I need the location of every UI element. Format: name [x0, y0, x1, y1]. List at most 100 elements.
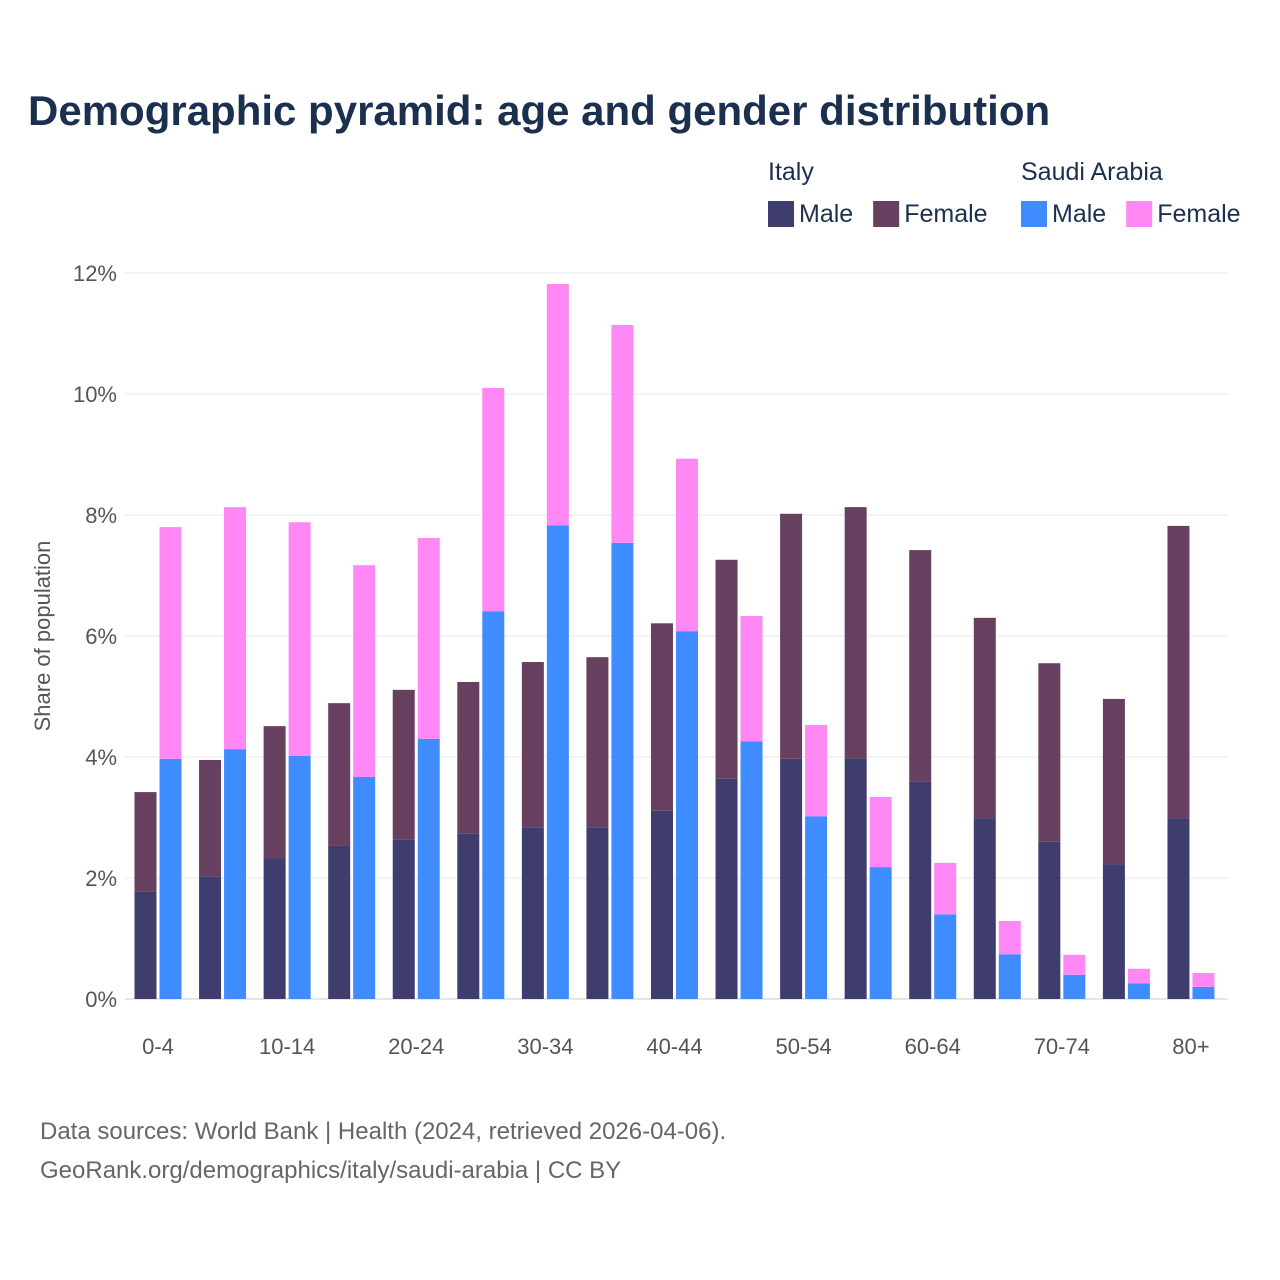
bar-italy-female-0-4 [134, 792, 157, 892]
x-tick-label: 20-24 [388, 1034, 444, 1059]
bars [134, 283, 1215, 999]
bar-italy-male-35-39 [586, 827, 609, 999]
bar-saudi-arabia-female-20-24 [417, 537, 440, 739]
bar-italy-female-65-69 [973, 617, 996, 819]
y-axis-label: Share of population [30, 541, 55, 732]
bar-italy-male-50-54 [780, 758, 803, 999]
bar-italy-male-80+ [1167, 818, 1190, 999]
bar-saudi-arabia-male-75-79 [1127, 983, 1150, 999]
bar-saudi-arabia-male-35-39 [611, 542, 634, 999]
bar-italy-male-15-19 [328, 845, 351, 999]
y-tick-label: 8% [85, 503, 117, 528]
y-tick-label: 6% [85, 624, 117, 649]
bar-saudi-arabia-female-55-59 [869, 796, 892, 868]
y-tick-label: 2% [85, 866, 117, 891]
bar-saudi-arabia-male-70-74 [1063, 974, 1086, 999]
legend-swatch [1126, 201, 1153, 227]
bar-saudi-arabia-male-0-4 [159, 758, 182, 999]
bar-italy-male-75-79 [1102, 864, 1125, 999]
bar-saudi-arabia-female-10-14 [288, 522, 311, 756]
legend-label[interactable]: Female [904, 200, 987, 228]
bar-italy-male-45-49 [715, 778, 738, 999]
x-tick-label: 60-64 [905, 1034, 961, 1059]
x-tick-label: 10-14 [259, 1034, 315, 1059]
legend-swatch [1021, 201, 1047, 227]
x-tick-label: 40-44 [646, 1034, 702, 1059]
bar-italy-male-55-59 [844, 758, 867, 999]
bar-saudi-arabia-female-40-44 [675, 458, 698, 632]
bar-italy-female-45-49 [715, 559, 738, 779]
source-link[interactable]: GeoRank.org/demographics/italy/saudi-ara… [40, 1157, 621, 1184]
bar-italy-female-80+ [1167, 525, 1190, 819]
bar-italy-male-30-34 [521, 827, 544, 999]
bar-saudi-arabia-male-45-49 [740, 741, 763, 999]
bar-saudi-arabia-male-50-54 [805, 816, 828, 999]
source-text: Data sources: World Bank | Health (2024,… [40, 1118, 726, 1145]
bar-italy-male-5-9 [199, 876, 222, 999]
x-tick-label: 70-74 [1034, 1034, 1090, 1059]
bar-saudi-arabia-female-25-29 [482, 387, 505, 612]
bar-italy-male-60-64 [909, 781, 932, 999]
bar-saudi-arabia-female-5-9 [224, 507, 247, 750]
bar-saudi-arabia-female-35-39 [611, 325, 634, 543]
bar-italy-female-60-64 [909, 550, 932, 782]
bar-saudi-arabia-female-15-19 [353, 565, 376, 777]
legend-swatch [768, 201, 794, 227]
bar-saudi-arabia-female-30-34 [546, 283, 569, 526]
bar-saudi-arabia-male-20-24 [417, 738, 440, 999]
legend-group-title: Italy [768, 158, 814, 186]
bar-saudi-arabia-female-75-79 [1127, 968, 1150, 984]
x-tick-label: 80+ [1172, 1034, 1209, 1059]
bar-italy-female-70-74 [1038, 663, 1061, 842]
bar-italy-female-35-39 [586, 657, 609, 828]
bar-italy-female-10-14 [263, 726, 286, 859]
bar-saudi-arabia-male-55-59 [869, 867, 892, 999]
legend: Italy Male Female Saudi Arabia Male Female [768, 158, 1241, 228]
y-tick-label: 10% [73, 382, 117, 407]
bar-italy-male-40-44 [650, 810, 673, 999]
bar-saudi-arabia-female-80+ [1192, 972, 1215, 987]
bar-saudi-arabia-male-10-14 [288, 755, 311, 999]
bar-saudi-arabia-female-60-64 [934, 862, 957, 915]
bar-italy-female-15-19 [328, 703, 351, 846]
y-tick-label: 12% [73, 261, 117, 286]
bar-italy-male-70-74 [1038, 841, 1061, 999]
legend-label[interactable]: Female [1157, 200, 1240, 228]
y-tick-label: 0% [85, 987, 117, 1012]
bar-italy-male-10-14 [263, 858, 286, 999]
bar-saudi-arabia-female-50-54 [805, 724, 828, 817]
bar-italy-male-65-69 [973, 818, 996, 999]
bar-saudi-arabia-female-45-49 [740, 616, 763, 742]
bar-italy-female-30-34 [521, 662, 544, 828]
bar-saudi-arabia-male-5-9 [224, 749, 247, 999]
bar-italy-female-40-44 [650, 623, 673, 811]
bar-saudi-arabia-male-60-64 [934, 914, 957, 999]
bar-saudi-arabia-male-80+ [1192, 986, 1215, 999]
bar-saudi-arabia-male-15-19 [353, 776, 376, 999]
bar-italy-female-75-79 [1102, 698, 1125, 865]
bar-saudi-arabia-male-25-29 [482, 611, 505, 999]
x-tick-label: 30-34 [517, 1034, 573, 1059]
legend-label[interactable]: Male [799, 200, 853, 228]
x-tick-label: 50-54 [775, 1034, 831, 1059]
legend-group-title: Saudi Arabia [1021, 158, 1163, 186]
bar-italy-female-25-29 [457, 681, 480, 834]
chart-title: Demographic pyramid: age and gender dist… [28, 87, 1050, 134]
bar-italy-male-20-24 [392, 839, 415, 999]
bar-saudi-arabia-female-65-69 [998, 920, 1021, 955]
legend-swatch [873, 201, 900, 227]
bar-italy-male-25-29 [457, 833, 480, 999]
x-axis-ticks: 0-4 10-14 20-24 30-34 40-44 50-54 60-64 70-74 80… [142, 1034, 1210, 1059]
y-tick-label: 4% [85, 745, 117, 770]
bar-italy-male-0-4 [134, 891, 157, 999]
bar-saudi-arabia-female-70-74 [1063, 954, 1086, 975]
bar-italy-female-20-24 [392, 689, 415, 840]
legend-label[interactable]: Male [1052, 200, 1106, 228]
bar-italy-female-50-54 [780, 513, 803, 759]
bar-italy-female-55-59 [844, 507, 867, 759]
bar-italy-female-5-9 [199, 760, 222, 877]
bar-saudi-arabia-male-30-34 [546, 525, 569, 999]
bar-saudi-arabia-female-0-4 [159, 527, 182, 759]
x-tick-label: 0-4 [142, 1034, 174, 1059]
